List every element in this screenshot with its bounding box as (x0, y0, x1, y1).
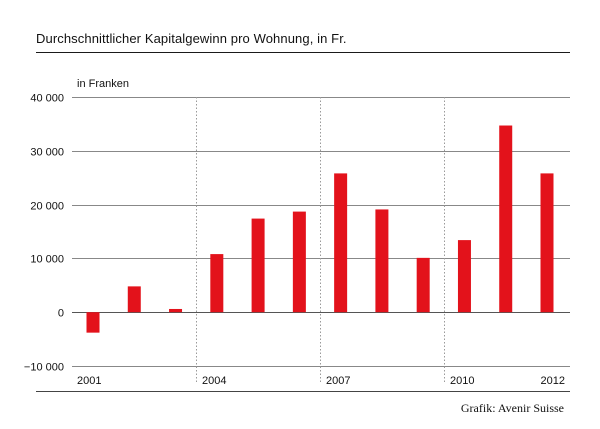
y-tick-label: 30 000 (30, 147, 64, 159)
bottom-rule (36, 391, 570, 392)
bar-2008 (375, 209, 389, 313)
source-credit: Grafik: Avenir Suisse (460, 401, 564, 415)
bar-2010 (457, 240, 471, 313)
y-tick-label: 20 000 (30, 201, 64, 213)
bar-2006 (292, 211, 306, 313)
bar-2011 (499, 125, 513, 313)
bar-2005 (251, 218, 265, 313)
bar-2004 (210, 254, 224, 313)
x-tick-label: 2010 (450, 375, 474, 387)
x-tick-label: 2007 (326, 375, 350, 387)
chart-title: Durchschnittlicher Kapitalgewinn pro Woh… (36, 31, 347, 46)
title-rule (36, 52, 570, 53)
y-tick-label: 40 000 (30, 93, 64, 105)
bar-2012 (540, 173, 554, 313)
x-tick-label: 2012 (541, 375, 565, 387)
y-tick-label: 10 000 (30, 254, 64, 266)
x-tick-label: 2001 (77, 375, 101, 387)
bar-2002 (127, 286, 141, 313)
x-tick-label: 2004 (202, 375, 226, 387)
y-tick-label: −10 000 (24, 362, 64, 374)
bar-2009 (416, 257, 430, 313)
bar-2001 (86, 312, 100, 333)
y-tick-label: 0 (58, 308, 64, 320)
bar-2003 (169, 308, 183, 313)
bar-2007 (334, 173, 348, 313)
y-axis-unit-label: in Franken (77, 78, 129, 90)
